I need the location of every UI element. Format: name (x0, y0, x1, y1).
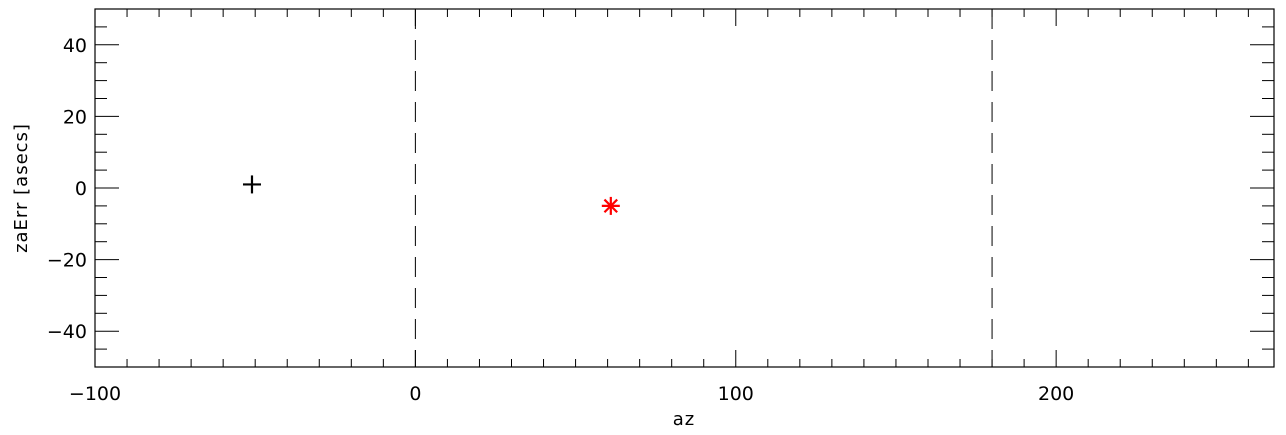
y-tick-label: 0 (75, 178, 87, 200)
y-axis-title: zaErr [asecs] (11, 123, 32, 253)
y-tick-label: 20 (63, 106, 87, 128)
x-tick-label: 0 (409, 383, 421, 405)
x-tick-label: 100 (718, 383, 754, 405)
data-point-asterisk (601, 196, 620, 215)
tick-labels: −100 0 100 200 −40 −20 0 20 40 (47, 35, 1074, 405)
y-tick-label: −40 (47, 321, 87, 343)
y-tick-label: 40 (63, 35, 87, 57)
y-tick-label: −20 (47, 250, 87, 272)
data-point-plus (242, 175, 261, 194)
reference-lines (414, 9, 993, 367)
x-axis-title: az (673, 409, 695, 430)
x-tick-label: 200 (1038, 383, 1074, 405)
plot-frame (94, 8, 1275, 368)
data-points (242, 175, 620, 215)
asterisk-arm (603, 198, 618, 214)
x-tick-label: −100 (69, 383, 121, 405)
axis-ticks (94, 8, 1274, 368)
